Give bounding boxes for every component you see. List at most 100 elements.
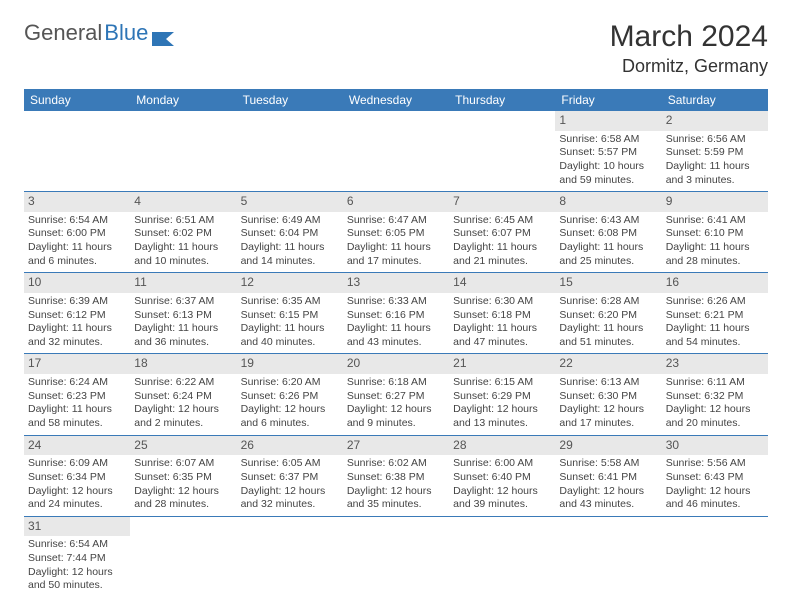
calendar-day: 28Sunrise: 6:00 AMSunset: 6:40 PMDayligh… (449, 436, 555, 517)
sunset-text: Sunset: 6:41 PM (559, 471, 657, 485)
weekday-label: Thursday (449, 89, 555, 111)
daylight-text: Daylight: 12 hours and 50 minutes. (28, 566, 126, 593)
calendar-day: 21Sunrise: 6:15 AMSunset: 6:29 PMDayligh… (449, 354, 555, 435)
sunrise-text: Sunrise: 6:43 AM (559, 214, 657, 228)
day-number: 19 (237, 354, 343, 374)
daylight-text: Daylight: 12 hours and 46 minutes. (666, 485, 764, 512)
calendar-empty-cell (343, 517, 449, 597)
sunset-text: Sunset: 6:10 PM (666, 227, 764, 241)
day-number: 28 (449, 436, 555, 456)
location: Dormitz, Germany (610, 56, 768, 77)
daylight-text: Daylight: 11 hours and 25 minutes. (559, 241, 657, 268)
sunrise-text: Sunrise: 6:11 AM (666, 376, 764, 390)
sunrise-text: Sunrise: 6:02 AM (347, 457, 445, 471)
sunset-text: Sunset: 5:59 PM (666, 146, 764, 160)
daylight-text: Daylight: 11 hours and 17 minutes. (347, 241, 445, 268)
daylight-text: Daylight: 11 hours and 40 minutes. (241, 322, 339, 349)
calendar-empty-cell (237, 517, 343, 597)
sunset-text: Sunset: 6:00 PM (28, 227, 126, 241)
calendar-day: 7Sunrise: 6:45 AMSunset: 6:07 PMDaylight… (449, 192, 555, 273)
sunrise-text: Sunrise: 6:18 AM (347, 376, 445, 390)
sunrise-text: Sunrise: 6:45 AM (453, 214, 551, 228)
calendar-day: 13Sunrise: 6:33 AMSunset: 6:16 PMDayligh… (343, 273, 449, 354)
calendar-day: 15Sunrise: 6:28 AMSunset: 6:20 PMDayligh… (555, 273, 661, 354)
day-number: 30 (662, 436, 768, 456)
calendar-body: 1Sunrise: 6:58 AMSunset: 5:57 PMDaylight… (24, 111, 768, 597)
sunrise-text: Sunrise: 6:37 AM (134, 295, 232, 309)
calendar-day: 16Sunrise: 6:26 AMSunset: 6:21 PMDayligh… (662, 273, 768, 354)
sunrise-text: Sunrise: 6:00 AM (453, 457, 551, 471)
day-number: 9 (662, 192, 768, 212)
sunrise-text: Sunrise: 6:24 AM (28, 376, 126, 390)
daylight-text: Daylight: 12 hours and 9 minutes. (347, 403, 445, 430)
calendar-day: 29Sunrise: 5:58 AMSunset: 6:41 PMDayligh… (555, 436, 661, 517)
sunrise-text: Sunrise: 6:39 AM (28, 295, 126, 309)
calendar-day: 10Sunrise: 6:39 AMSunset: 6:12 PMDayligh… (24, 273, 130, 354)
sunset-text: Sunset: 6:30 PM (559, 390, 657, 404)
calendar-day: 23Sunrise: 6:11 AMSunset: 6:32 PMDayligh… (662, 354, 768, 435)
sunset-text: Sunset: 6:23 PM (28, 390, 126, 404)
daylight-text: Daylight: 12 hours and 2 minutes. (134, 403, 232, 430)
day-number: 24 (24, 436, 130, 456)
sunrise-text: Sunrise: 6:15 AM (453, 376, 551, 390)
sunrise-text: Sunrise: 6:22 AM (134, 376, 232, 390)
calendar-day: 31Sunrise: 6:54 AMSunset: 7:44 PMDayligh… (24, 517, 130, 597)
daylight-text: Daylight: 12 hours and 20 minutes. (666, 403, 764, 430)
sunset-text: Sunset: 6:32 PM (666, 390, 764, 404)
daylight-text: Daylight: 12 hours and 43 minutes. (559, 485, 657, 512)
calendar-empty-cell (130, 517, 236, 597)
sunrise-text: Sunrise: 6:49 AM (241, 214, 339, 228)
sunrise-text: Sunrise: 6:05 AM (241, 457, 339, 471)
title-block: March 2024 Dormitz, Germany (610, 20, 768, 77)
calendar-day: 17Sunrise: 6:24 AMSunset: 6:23 PMDayligh… (24, 354, 130, 435)
sunrise-text: Sunrise: 6:54 AM (28, 538, 126, 552)
day-number: 1 (555, 111, 661, 131)
sunset-text: Sunset: 6:18 PM (453, 309, 551, 323)
day-number: 13 (343, 273, 449, 293)
sunrise-text: Sunrise: 6:47 AM (347, 214, 445, 228)
calendar-day: 22Sunrise: 6:13 AMSunset: 6:30 PMDayligh… (555, 354, 661, 435)
calendar-day: 9Sunrise: 6:41 AMSunset: 6:10 PMDaylight… (662, 192, 768, 273)
day-number: 18 (130, 354, 236, 374)
calendar-empty-cell (130, 111, 236, 192)
sunset-text: Sunset: 6:37 PM (241, 471, 339, 485)
weekday-label: Friday (555, 89, 661, 111)
daylight-text: Daylight: 12 hours and 6 minutes. (241, 403, 339, 430)
calendar-day: 4Sunrise: 6:51 AMSunset: 6:02 PMDaylight… (130, 192, 236, 273)
logo-text-general: General (24, 20, 102, 46)
calendar-weekday-header: SundayMondayTuesdayWednesdayThursdayFrid… (24, 89, 768, 111)
day-number: 17 (24, 354, 130, 374)
month-title: March 2024 (610, 20, 768, 54)
day-number: 3 (24, 192, 130, 212)
sunrise-text: Sunrise: 6:54 AM (28, 214, 126, 228)
sunrise-text: Sunrise: 5:56 AM (666, 457, 764, 471)
calendar-day: 20Sunrise: 6:18 AMSunset: 6:27 PMDayligh… (343, 354, 449, 435)
sunset-text: Sunset: 6:13 PM (134, 309, 232, 323)
calendar-day: 8Sunrise: 6:43 AMSunset: 6:08 PMDaylight… (555, 192, 661, 273)
daylight-text: Daylight: 12 hours and 28 minutes. (134, 485, 232, 512)
day-number: 14 (449, 273, 555, 293)
daylight-text: Daylight: 10 hours and 59 minutes. (559, 160, 657, 187)
sunset-text: Sunset: 6:02 PM (134, 227, 232, 241)
daylight-text: Daylight: 11 hours and 14 minutes. (241, 241, 339, 268)
day-number: 25 (130, 436, 236, 456)
calendar-empty-cell (662, 517, 768, 597)
daylight-text: Daylight: 11 hours and 51 minutes. (559, 322, 657, 349)
logo-flag-icon (152, 26, 174, 40)
day-number: 10 (24, 273, 130, 293)
sunrise-text: Sunrise: 6:30 AM (453, 295, 551, 309)
weekday-label: Saturday (662, 89, 768, 111)
weekday-label: Tuesday (237, 89, 343, 111)
daylight-text: Daylight: 12 hours and 35 minutes. (347, 485, 445, 512)
day-number: 7 (449, 192, 555, 212)
day-number: 8 (555, 192, 661, 212)
sunrise-text: Sunrise: 6:41 AM (666, 214, 764, 228)
sunset-text: Sunset: 6:15 PM (241, 309, 339, 323)
calendar-empty-cell (555, 517, 661, 597)
sunset-text: Sunset: 6:26 PM (241, 390, 339, 404)
daylight-text: Daylight: 12 hours and 13 minutes. (453, 403, 551, 430)
sunset-text: Sunset: 6:27 PM (347, 390, 445, 404)
day-number: 2 (662, 111, 768, 131)
daylight-text: Daylight: 11 hours and 47 minutes. (453, 322, 551, 349)
weekday-label: Sunday (24, 89, 130, 111)
